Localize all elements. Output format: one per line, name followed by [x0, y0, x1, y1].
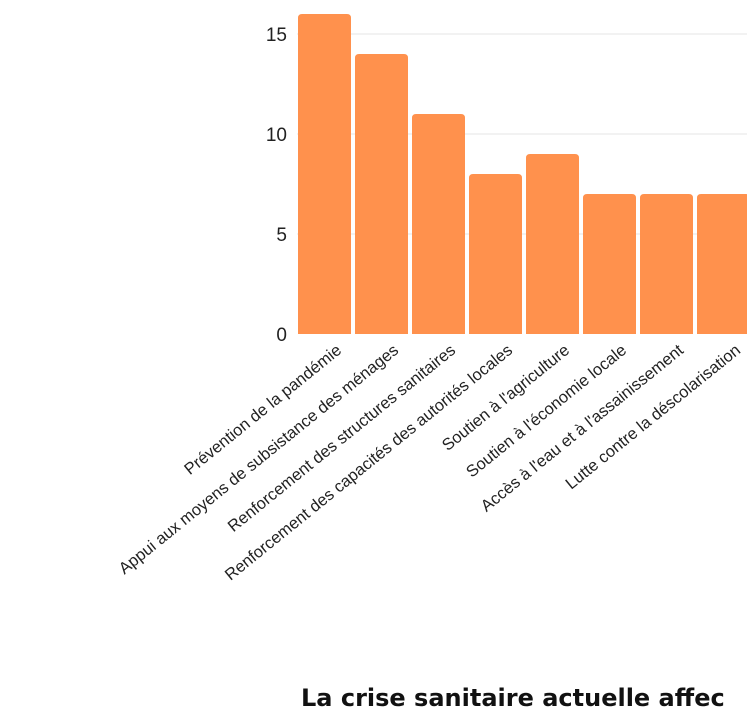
bar-7: [640, 194, 693, 334]
y-tick-label: 0: [276, 325, 287, 346]
y-tick-label: 15: [266, 25, 287, 46]
bar-4: [469, 174, 522, 334]
y-tick-label: 10: [266, 125, 287, 146]
bar-2: [355, 54, 408, 334]
caption-text: La crise sanitaire actuelle affec: [301, 684, 725, 712]
bar-6: [583, 194, 636, 334]
y-tick-label: 5: [276, 225, 287, 246]
bars: [298, 14, 747, 334]
category-label-7: Accès à l'eau et à l'assainissement: [478, 341, 688, 516]
category-label-3: Renforcement des structures sanitaires: [225, 341, 459, 536]
bar-1: [298, 14, 351, 334]
y-axis-ticks: 0 5 10 15: [266, 25, 287, 346]
bar-5: [526, 154, 579, 334]
bar-3: [412, 114, 465, 334]
bar-8: [697, 194, 747, 334]
